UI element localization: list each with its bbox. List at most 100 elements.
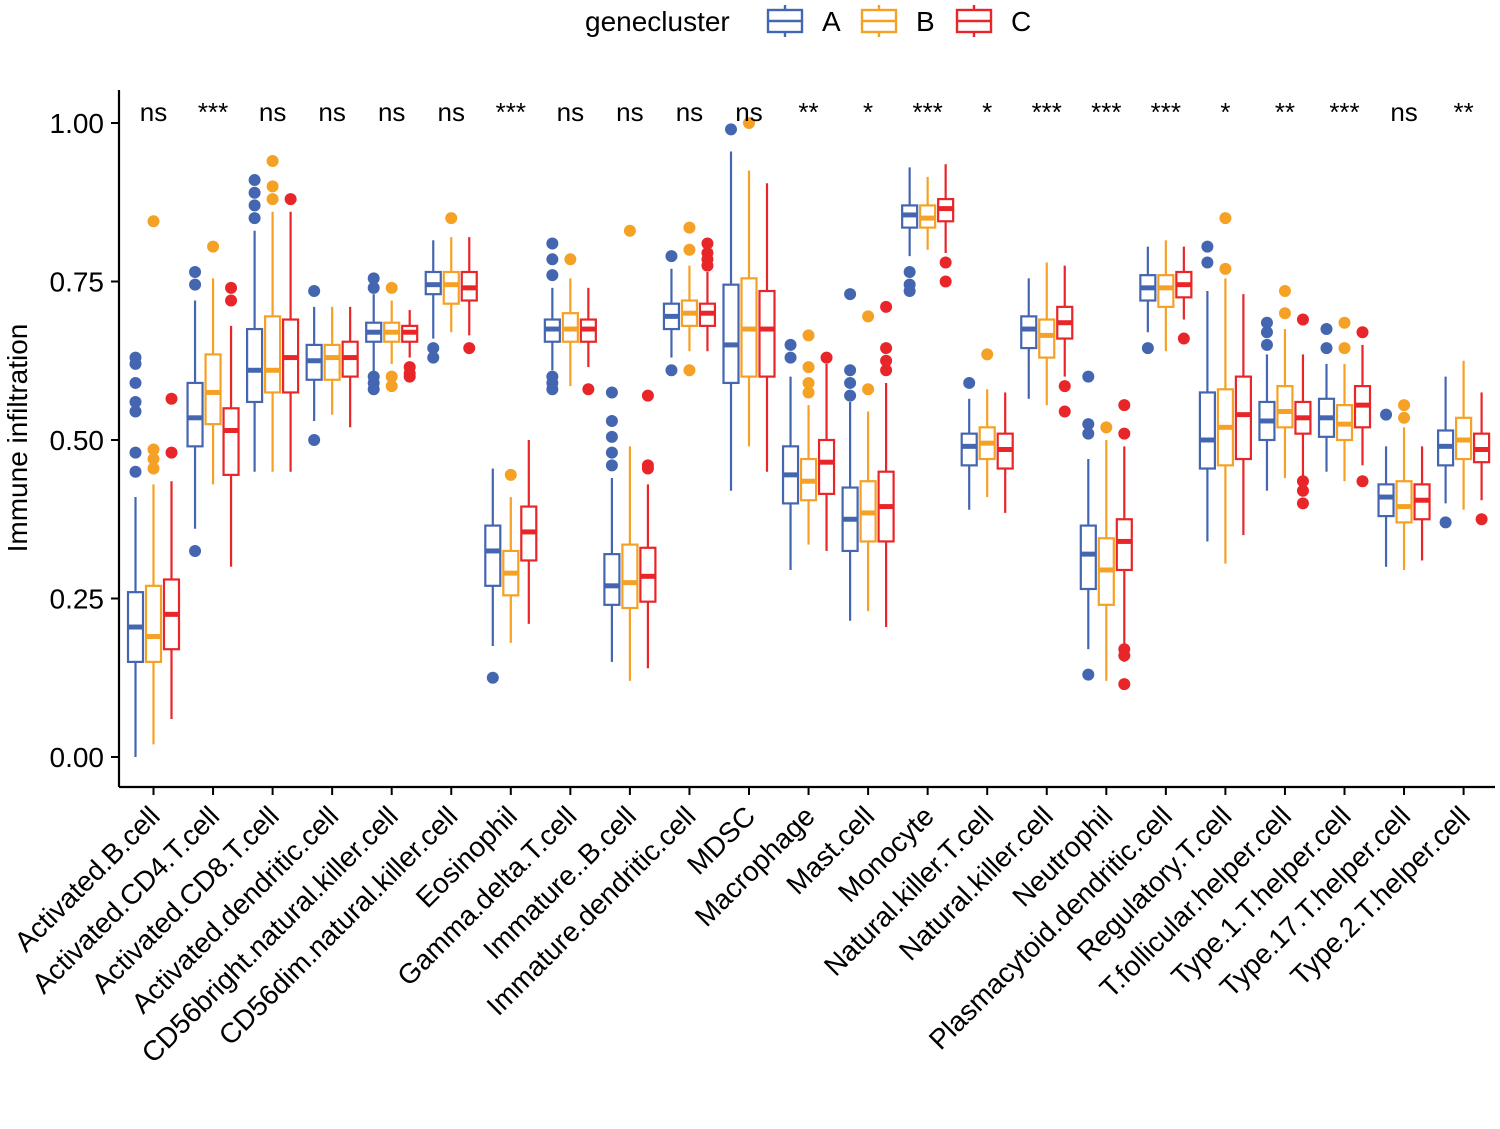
box-iqr: [264, 315, 282, 394]
outlier-point: [546, 370, 559, 383]
box-C-Regulatory.T.cell: [1234, 294, 1253, 536]
outlier-point: [129, 465, 142, 478]
legend-entry-A: A: [766, 5, 841, 37]
outlier-point: [1320, 323, 1333, 336]
box-A-T.follicular.helper.cell: [1258, 316, 1276, 491]
outlier-point: [820, 351, 833, 364]
outlier-point: [225, 281, 238, 294]
significance-label: ns: [616, 97, 643, 127]
outlier-point: [1278, 307, 1291, 320]
outlier-point: [1356, 475, 1369, 488]
series-A: [126, 123, 1455, 757]
outlier-point: [880, 300, 893, 313]
outlier-point: [147, 215, 160, 228]
outlier-point: [189, 265, 202, 278]
outlier-point: [844, 364, 857, 377]
outlier-point: [1082, 427, 1095, 440]
box-iqr: [817, 438, 836, 495]
box-A-Eosinophil: [484, 468, 502, 684]
box-B-Type.2.T.helper.cell: [1454, 360, 1473, 510]
outlier-point: [1338, 316, 1351, 329]
box-B-Neutrophil: [1097, 421, 1115, 681]
outlier-point: [266, 193, 279, 206]
box-B-Type.1.T.helper.cell: [1335, 316, 1354, 482]
significance-label: **: [1275, 97, 1295, 127]
outlier-point: [701, 237, 714, 250]
outlier-point: [266, 180, 279, 193]
box-iqr: [1198, 391, 1217, 470]
box-series-layer: [126, 117, 1491, 757]
outlier-point: [1296, 313, 1309, 326]
outlier-point: [963, 376, 976, 389]
significance-label: ***: [496, 97, 526, 127]
significance-label: **: [1453, 97, 1473, 127]
series-B: [144, 117, 1473, 745]
box-B-Plasmacytoid.dendritic.cell: [1157, 240, 1175, 352]
outlier-point: [248, 212, 261, 225]
significance-label: ns: [1390, 97, 1417, 127]
box-C-Macrophage: [817, 351, 836, 551]
outlier-point: [605, 430, 618, 443]
outlier-point: [802, 386, 815, 399]
significance-label: *: [863, 97, 873, 127]
outlier-point: [683, 364, 696, 377]
outlier-point: [225, 294, 238, 307]
outlier-point: [1398, 399, 1411, 412]
outlier-point: [784, 351, 797, 364]
outlier-point: [463, 342, 476, 355]
outlier-point: [385, 380, 398, 393]
outlier-point: [1118, 678, 1131, 691]
box-B-Type.17.T.helper.cell: [1395, 399, 1413, 570]
outlier-point: [605, 386, 618, 399]
outlier-point: [445, 212, 458, 225]
outlier-point: [284, 193, 297, 206]
box-A-Gamma.delta.T.cell: [543, 237, 561, 396]
outlier-point: [880, 364, 893, 377]
box-iqr: [442, 270, 460, 305]
box-iqr: [484, 524, 502, 587]
significance-label: ***: [1091, 97, 1121, 127]
box-C-CD56dim.natural.killer.cell: [460, 237, 478, 355]
outlier-point: [189, 278, 202, 291]
outlier-point: [641, 389, 654, 402]
outlier-point: [1082, 370, 1095, 383]
outlier-point: [1260, 338, 1273, 351]
outlier-point: [862, 383, 875, 396]
box-A-Activated.dendritic.cell: [305, 285, 323, 446]
box-C-Plasmacytoid.dendritic.cell: [1175, 246, 1193, 345]
legend-entry-C: C: [955, 5, 1031, 37]
outlier-point: [1260, 316, 1273, 329]
box-A-Immature..B.cell: [603, 386, 621, 662]
box-iqr: [1157, 274, 1175, 308]
box-A-Activated.CD8.T.cell: [246, 174, 264, 472]
outlier-point: [189, 544, 202, 557]
outlier-point: [939, 275, 952, 288]
significance-label: ***: [912, 97, 942, 127]
outlier-point: [1475, 513, 1488, 526]
significance-label: ns: [557, 97, 584, 127]
outlier-point: [129, 446, 142, 459]
box-A-Activated.CD4.T.cell: [186, 265, 204, 557]
outlier-point: [784, 338, 797, 351]
box-A-Type.2.T.helper.cell: [1436, 376, 1455, 529]
box-A-Natural.killer.T.cell: [960, 376, 978, 510]
outlier-point: [564, 253, 577, 266]
outlier-point: [403, 361, 416, 374]
outlier-point: [1398, 411, 1411, 424]
outlier-point: [1058, 405, 1071, 418]
y-axis-title: Immune infiltration: [2, 324, 33, 553]
outlier-point: [248, 186, 261, 199]
box-C-Activated.CD8.T.cell: [282, 193, 300, 472]
box-B-MDSC: [740, 117, 758, 447]
y-tick-label: 0.25: [50, 584, 105, 615]
outlier-point: [207, 240, 220, 253]
legend: genecluster A B C: [585, 5, 1031, 37]
outlier-point: [605, 459, 618, 472]
legend-label-B: B: [916, 6, 935, 37]
outlier-point: [605, 446, 618, 459]
box-iqr: [960, 432, 978, 467]
y-tick-label: 1.00: [50, 108, 105, 139]
box-iqr: [758, 289, 776, 378]
significance-label: *: [982, 97, 992, 127]
